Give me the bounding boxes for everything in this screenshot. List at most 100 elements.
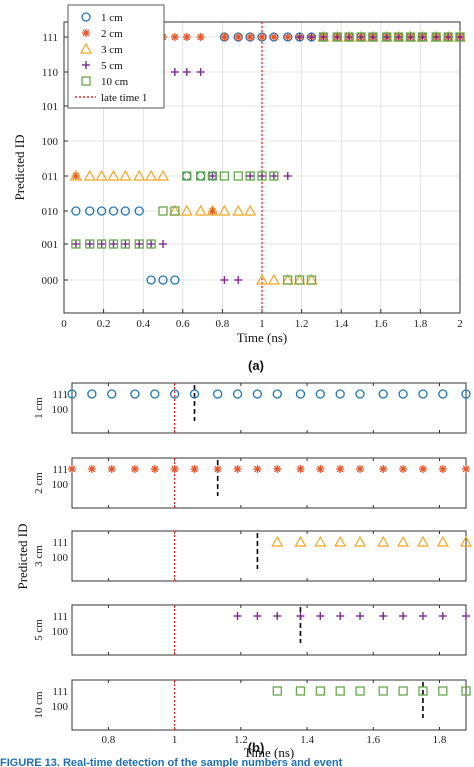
xtick-label-a-5: 1 — [259, 318, 265, 330]
point-a-s3-22 — [345, 33, 354, 41]
point-b-1-16 — [399, 465, 408, 473]
point-b-3-4 — [316, 612, 325, 620]
point-a-s3-14 — [246, 172, 255, 180]
point-a-s3-16 — [269, 172, 278, 180]
legend-marker-a-2 — [79, 42, 93, 54]
point-a-s0-0 — [71, 206, 81, 216]
point-a-s4-19 — [306, 275, 317, 285]
point-b-1-17 — [418, 465, 427, 473]
point-b-2-2 — [314, 535, 327, 547]
point-a-s4-0 — [71, 239, 81, 249]
point-b-1-14 — [356, 465, 365, 473]
panel-label-b-2: 3 cm — [33, 545, 45, 567]
xtick-label-b-1: 1 — [172, 734, 178, 746]
ytick-100-b-0: 100 — [52, 404, 69, 416]
xtick-label-a-0: 0 — [61, 318, 67, 330]
point-a-s1-17 — [283, 33, 292, 41]
point-b-1-0 — [68, 465, 76, 473]
point-b-3-2 — [273, 612, 282, 620]
panel-b-0: 111 100 1 cm — [33, 382, 471, 434]
point-a-s4-10 — [195, 171, 206, 181]
point-a-s2-16 — [267, 273, 280, 285]
point-a-s3-13 — [234, 276, 243, 284]
point-a-s4-22 — [344, 32, 354, 42]
point-a-s4-2 — [96, 239, 107, 249]
point-b-1-9 — [253, 465, 262, 473]
point-a-s1-12 — [220, 33, 229, 41]
ytick-label-a-7: 111 — [42, 32, 58, 44]
point-a-s4-12 — [219, 171, 230, 181]
ytick-label-a-4: 100 — [42, 136, 59, 148]
point-b-0-19 — [461, 389, 471, 399]
xlabel-b: Time (ns) — [244, 745, 294, 760]
xtick-label-a-8: 1.6 — [374, 318, 388, 330]
point-a-s2-6 — [145, 169, 158, 181]
point-b-3-10 — [438, 612, 447, 620]
point-b-3-0 — [233, 612, 242, 620]
legend-marker-a-3 — [82, 61, 90, 69]
point-a-s3-27 — [406, 33, 415, 41]
legend-label-a-2: 3 cm — [101, 44, 123, 56]
point-a-s3-28 — [418, 33, 427, 41]
point-a-s4-29 — [431, 32, 441, 42]
point-b-1-7 — [213, 465, 222, 473]
point-a-s3-15 — [258, 172, 266, 180]
point-a-s2-1 — [83, 169, 96, 181]
point-b-0-10 — [272, 389, 282, 399]
xtick-label-b-3: 1.4 — [300, 734, 314, 746]
point-b-2-0 — [271, 535, 284, 547]
panel-a-tag: (a) — [248, 358, 264, 373]
point-b-0-1 — [87, 389, 97, 399]
ylabel-b: Predicted ID — [15, 523, 30, 589]
chart-a: 0 0.2 0.4 0.6 0.8 1 1.2 1.4 1.6 1.8 2 000 001 010 011 1… — [12, 4, 467, 345]
point-b-3-3 — [296, 612, 305, 620]
point-a-s4-17 — [283, 275, 293, 285]
ytick-100-b-2: 100 — [52, 552, 69, 564]
point-a-s2-10 — [194, 204, 207, 216]
point-a-s4-14 — [245, 171, 255, 181]
point-b-0-12 — [315, 389, 325, 399]
point-a-s2-9 — [180, 204, 193, 216]
point-b-4-7 — [418, 686, 428, 696]
point-b-2-1 — [294, 535, 307, 547]
point-a-s4-6 — [146, 239, 156, 249]
point-b-2-8 — [436, 535, 449, 547]
point-a-s3-31 — [456, 33, 464, 41]
legend-label-a-vline: late time 1 — [101, 92, 147, 104]
point-a-s3-5 — [135, 240, 144, 248]
point-b-0-16 — [398, 389, 408, 399]
legend-box-a — [67, 4, 165, 109]
xtick-label-a-6: 1.2 — [295, 318, 309, 330]
point-a-s4-26 — [393, 32, 404, 42]
panel-frame-b-2 — [71, 530, 467, 582]
point-a-s4-15 — [257, 171, 267, 181]
point-b-0-9 — [252, 389, 263, 399]
point-b-1-3 — [130, 465, 139, 473]
xlabel-a: Time (ns) — [237, 330, 287, 345]
point-b-2-9 — [459, 535, 473, 547]
point-a-s4-13 — [233, 171, 243, 181]
ytick-label-a-1: 001 — [42, 239, 59, 251]
legend-marker-a-1 — [82, 29, 90, 37]
legend-marker-a-4 — [81, 76, 91, 86]
panel-label-b-3: 5 cm — [33, 619, 45, 641]
point-a-s4-9 — [182, 171, 192, 181]
point-b-1-19 — [462, 465, 470, 473]
point-a-s2-14 — [244, 204, 257, 216]
legend-label-a-1: 2 cm — [101, 28, 123, 40]
point-a-s3-2 — [97, 240, 106, 248]
point-a-s3-24 — [368, 33, 377, 41]
point-a-s4-28 — [417, 32, 428, 42]
point-a-s3-29 — [432, 33, 441, 41]
ytick-100-b-1: 100 — [52, 479, 69, 491]
point-b-0-13 — [335, 389, 345, 399]
point-b-0-3 — [130, 389, 140, 399]
point-b-2-3 — [334, 535, 347, 547]
point-b-2-7 — [416, 535, 429, 547]
panel-b-4: 111 100 10 cm — [33, 679, 471, 731]
point-b-1-8 — [233, 465, 242, 473]
point-a-s0-1 — [85, 206, 95, 216]
point-a-s2-12 — [218, 204, 231, 216]
point-b-4-5 — [378, 686, 388, 696]
point-b-2-6 — [397, 535, 410, 547]
